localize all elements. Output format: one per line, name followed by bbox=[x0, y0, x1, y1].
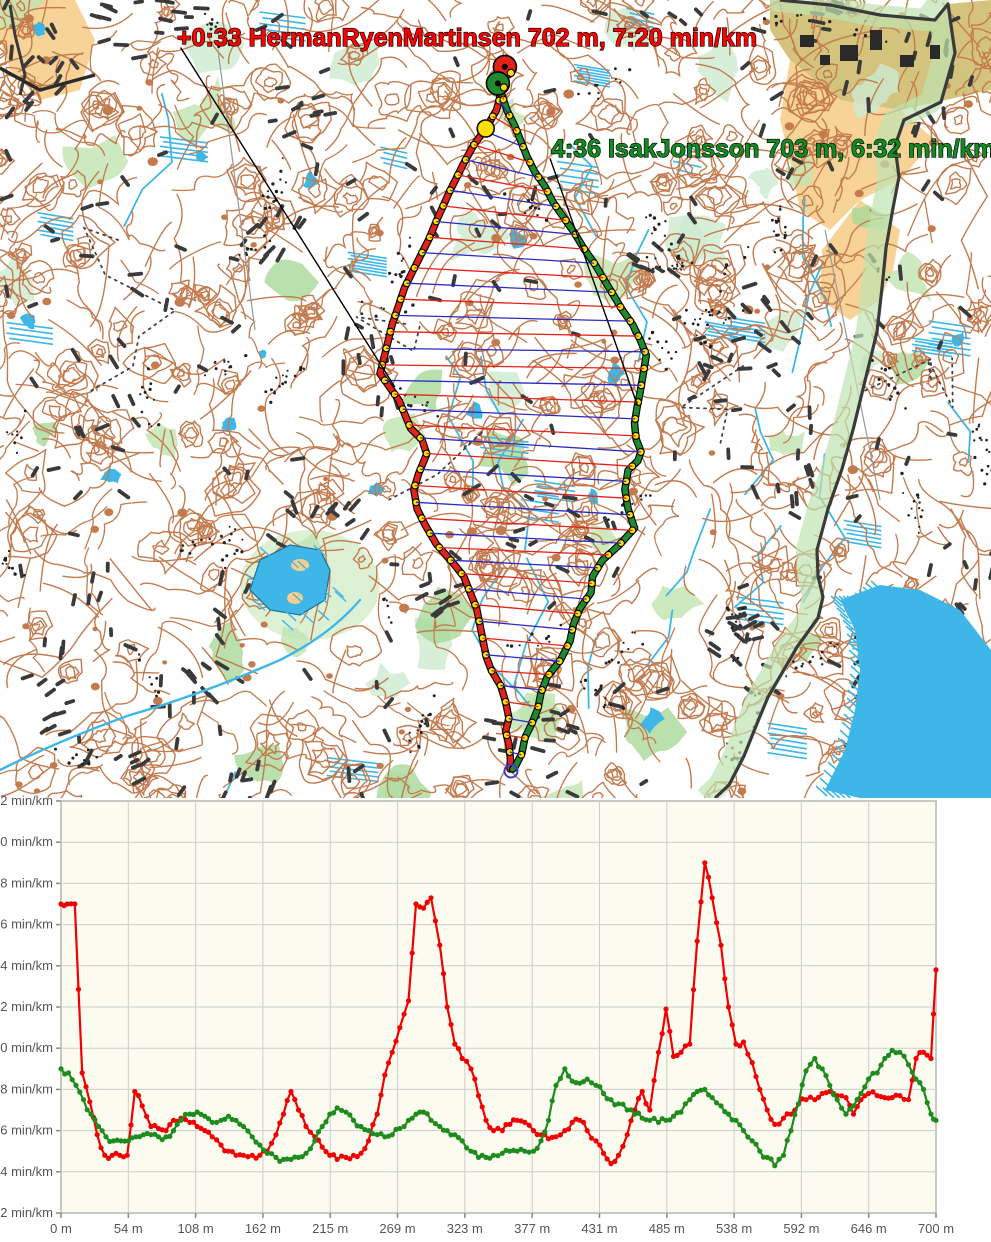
svg-text:215 m: 215 m bbox=[312, 1221, 348, 1236]
svg-text:+0:33 HermanRyenMartinsen 702: +0:33 HermanRyenMartinsen 702 m, 7:20 mi… bbox=[177, 24, 757, 52]
svg-text:646 m: 646 m bbox=[851, 1221, 887, 1236]
svg-text:485 m: 485 m bbox=[649, 1221, 685, 1236]
svg-text:12 min/km: 12 min/km bbox=[0, 999, 53, 1014]
svg-text:22 min/km: 22 min/km bbox=[0, 793, 53, 808]
svg-text:18 min/km: 18 min/km bbox=[0, 875, 53, 890]
svg-text:4 min/km: 4 min/km bbox=[0, 1164, 53, 1179]
svg-text:377 m: 377 m bbox=[514, 1221, 550, 1236]
svg-text:4:36 IsakJonsson 703 m, 6:32 m: 4:36 IsakJonsson 703 m, 6:32 min/km bbox=[551, 135, 991, 163]
svg-text:2 min/km: 2 min/km bbox=[0, 1205, 53, 1220]
svg-text:16 min/km: 16 min/km bbox=[0, 917, 53, 932]
svg-text:700 m: 700 m bbox=[918, 1221, 954, 1236]
svg-text:0 m: 0 m bbox=[50, 1221, 72, 1236]
svg-text:54 m: 54 m bbox=[114, 1221, 143, 1236]
svg-text:8 min/km: 8 min/km bbox=[0, 1081, 53, 1096]
svg-text:162 m: 162 m bbox=[245, 1221, 281, 1236]
svg-text:6 min/km: 6 min/km bbox=[0, 1123, 53, 1138]
svg-text:108 m: 108 m bbox=[178, 1221, 214, 1236]
svg-text:323 m: 323 m bbox=[447, 1221, 483, 1236]
svg-text:20 min/km: 20 min/km bbox=[0, 834, 53, 849]
svg-text:269 m: 269 m bbox=[379, 1221, 415, 1236]
svg-text:14 min/km: 14 min/km bbox=[0, 958, 53, 973]
svg-text:592 m: 592 m bbox=[783, 1221, 819, 1236]
svg-text:431 m: 431 m bbox=[581, 1221, 617, 1236]
svg-text:10 min/km: 10 min/km bbox=[0, 1040, 53, 1055]
svg-text:538 m: 538 m bbox=[716, 1221, 752, 1236]
